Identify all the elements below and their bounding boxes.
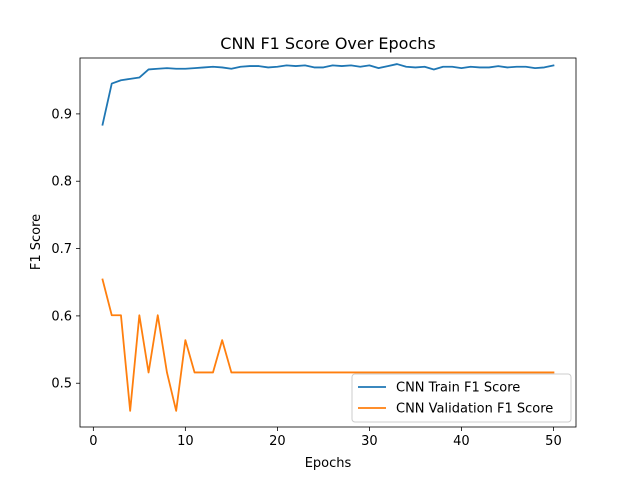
x-tick-label: 50 [545, 434, 562, 449]
y-tick-label: 0.5 [51, 377, 72, 392]
y-axis-label: F1 Score [29, 214, 44, 270]
series-line-validation [101, 278, 555, 412]
y-tick-label: 0.7 [51, 242, 72, 257]
x-axis: 0 10 20 30 40 50 [89, 427, 562, 449]
x-tick-label: 30 [361, 434, 378, 449]
series-lines [101, 63, 555, 412]
series-line-train [101, 63, 555, 126]
plot-area [79, 57, 577, 428]
legend-label: CNN Train F1 Score [396, 381, 520, 396]
y-tick-label: 0.9 [51, 107, 72, 122]
legend-label: CNN Validation F1 Score [396, 402, 553, 417]
x-tick-label: 0 [89, 434, 97, 449]
x-tick-label: 40 [453, 434, 470, 449]
plot-frame [79, 57, 577, 428]
x-tick-label: 10 [177, 434, 194, 449]
y-tick-label: 0.8 [51, 175, 72, 190]
y-tick-label: 0.6 [51, 309, 72, 324]
x-tick-label: 20 [269, 434, 286, 449]
x-axis-label: Epochs [305, 456, 352, 471]
y-axis: 0.5 0.6 0.7 0.8 0.9 [51, 107, 80, 392]
legend-box [351, 373, 572, 423]
chart-title: CNN F1 Score Over Epochs [220, 34, 435, 53]
legend: CNN Train F1 Score CNN Validation F1 Scor… [351, 373, 572, 423]
